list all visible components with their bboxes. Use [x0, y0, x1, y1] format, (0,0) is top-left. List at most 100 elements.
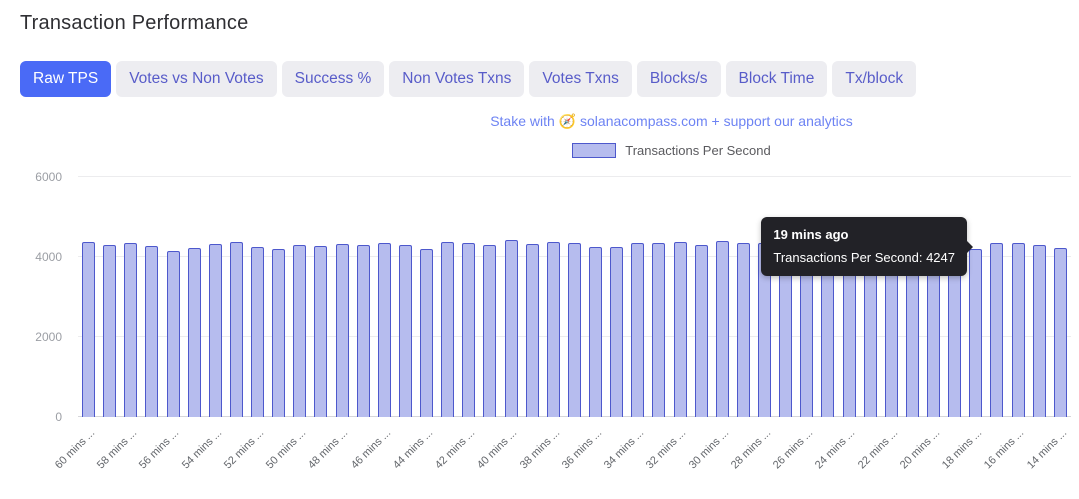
bar-slot: 14 mins ... — [1024, 177, 1071, 471]
y-axis-label: 4000 — [35, 250, 62, 265]
x-axis-label: 20 mins ... — [897, 427, 943, 472]
bar[interactable] — [272, 249, 286, 417]
bar[interactable] — [229, 241, 243, 417]
tab-raw-tps[interactable]: Raw TPS — [20, 61, 112, 97]
tab-non-votes-txns[interactable]: Non Votes Txns — [389, 61, 525, 97]
tab-tx-block[interactable]: Tx/block — [832, 61, 917, 97]
promo-prefix: Stake with — [490, 113, 555, 129]
bar-slot: 50 mins ... — [264, 177, 310, 471]
bar[interactable] — [652, 243, 666, 417]
bar[interactable] — [736, 243, 750, 417]
bar-slot — [606, 177, 627, 417]
x-axis-label: 28 mins ... — [728, 427, 774, 472]
x-axis-label: 30 mins ... — [686, 427, 731, 472]
bar[interactable] — [187, 247, 201, 417]
bar[interactable] — [398, 245, 412, 417]
bar-slot — [564, 177, 585, 417]
bar-slot: 36 mins ... — [560, 177, 606, 471]
x-axis-label: 16 mins ... — [982, 427, 1027, 472]
tooltip-title: 19 mins ago — [773, 227, 849, 242]
bar-slot: 44 mins ... — [391, 177, 437, 471]
bar-slot — [437, 177, 458, 417]
tab-block-time[interactable]: Block Time — [725, 61, 828, 97]
tab-votes-vs-non-votes[interactable]: Votes vs Non Votes — [116, 61, 277, 97]
bar-slot — [99, 177, 120, 417]
bar-slot — [353, 177, 374, 417]
bar-slot: 32 mins ... — [644, 177, 691, 471]
promo-suffix: + support our analytics — [711, 113, 853, 129]
bar[interactable] — [969, 249, 983, 417]
legend-label: Transactions Per Second — [625, 143, 771, 158]
tab-success[interactable]: Success % — [281, 61, 385, 97]
bar-slot: 26 mins ... — [771, 177, 817, 471]
x-axis-label: 42 mins ... — [432, 427, 478, 472]
bar[interactable] — [1011, 243, 1025, 417]
bar[interactable] — [525, 243, 539, 417]
bar-slot: 52 mins ... — [222, 177, 268, 471]
bar[interactable] — [546, 242, 560, 417]
bar[interactable] — [694, 245, 708, 417]
bar[interactable] — [145, 245, 159, 417]
bar[interactable] — [589, 246, 603, 417]
bar[interactable] — [124, 243, 138, 417]
bar-slot: 18 mins ... — [940, 177, 986, 471]
bars: 60 mins ... 58 mins ... 56 mins ... 54 mins… — [53, 177, 1071, 471]
tab-blocks-s[interactable]: Blocks/s — [636, 61, 721, 97]
bar[interactable] — [208, 243, 222, 417]
bar-slot — [310, 177, 331, 417]
bar-slot: 16 mins ... — [982, 177, 1029, 471]
tps-bar-chart: 0 2000 4000 6000 60 mins ... 58 mins ... 56 m… — [20, 171, 1073, 499]
bar[interactable] — [377, 243, 391, 417]
x-axis-label: 34 mins ... — [601, 427, 647, 472]
x-axis-label: 22 mins ... — [855, 427, 900, 472]
bar[interactable] — [103, 244, 117, 417]
bar[interactable] — [715, 241, 729, 417]
bar[interactable] — [631, 242, 645, 417]
bar-slot: 22 mins ... — [855, 177, 902, 471]
bar-slot: 34 mins ... — [602, 177, 648, 471]
solanacompass-link[interactable]: solanacompass.com — [580, 113, 708, 129]
tab-votes-txns[interactable]: Votes Txns — [529, 61, 632, 97]
bar[interactable] — [251, 247, 265, 417]
bar[interactable] — [166, 250, 180, 417]
bar[interactable] — [567, 243, 581, 417]
bar[interactable] — [1053, 247, 1067, 417]
x-axis-label: 50 mins ... — [263, 427, 309, 472]
tooltip-value: Transactions Per Second: 4247 — [773, 250, 955, 265]
bar[interactable] — [335, 243, 349, 417]
bar-slot — [268, 177, 289, 417]
tab-bar: Raw TPS Votes vs Non Votes Success % Non Vo… — [20, 61, 1073, 97]
x-axis-label: 24 mins ... — [813, 427, 858, 472]
legend-item[interactable]: Transactions Per Second — [572, 143, 771, 158]
chart-legend: Transactions Per Second — [270, 143, 1073, 163]
bar[interactable] — [314, 246, 328, 417]
bar[interactable] — [673, 241, 687, 417]
bar-slot: 40 mins ... — [475, 177, 522, 471]
bar-slot: 48 mins ... — [306, 177, 353, 471]
bar-slot — [226, 177, 247, 417]
plot-area: 60 mins ... 58 mins ... 56 mins ... 54 mins… — [53, 176, 1071, 471]
bar[interactable] — [483, 244, 497, 417]
bar[interactable] — [441, 242, 455, 417]
bar-slot: 38 mins ... — [517, 177, 564, 471]
x-axis-label: 54 mins ... — [179, 427, 224, 472]
bar-slot: 28 mins ... — [729, 177, 775, 471]
bar[interactable] — [82, 241, 96, 417]
bar[interactable] — [420, 248, 434, 417]
bar-slot — [691, 177, 712, 417]
legend-swatch — [572, 143, 617, 158]
bar-slot: 46 mins ... — [348, 177, 395, 471]
bar[interactable] — [1032, 245, 1046, 417]
x-axis-label: 44 mins ... — [390, 427, 436, 472]
bar[interactable] — [990, 243, 1004, 417]
bar-slot — [944, 177, 965, 417]
page-title: Transaction Performance — [20, 12, 249, 34]
bar[interactable] — [293, 244, 307, 417]
bar[interactable] — [504, 240, 518, 417]
bar[interactable] — [462, 243, 476, 417]
x-axis-label: 36 mins ... — [559, 427, 605, 472]
bar[interactable] — [610, 247, 624, 417]
x-axis-label: 48 mins ... — [306, 427, 351, 472]
bar[interactable] — [356, 245, 370, 417]
